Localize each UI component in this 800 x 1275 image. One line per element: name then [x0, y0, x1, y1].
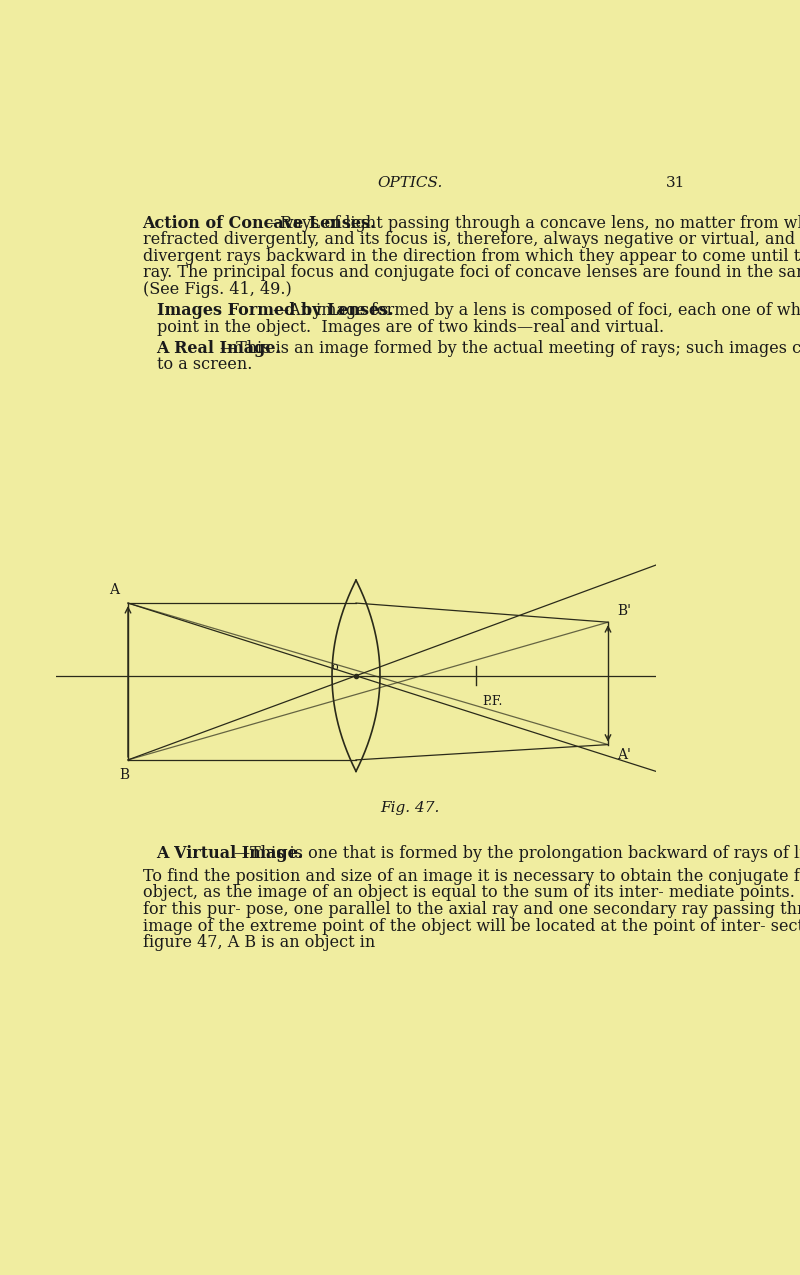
Text: A Virtual Image.: A Virtual Image.	[157, 845, 304, 862]
Text: A: A	[109, 584, 119, 597]
Text: ray. The principal focus and conjugate foci of concave lenses are found in the s: ray. The principal focus and conjugate f…	[142, 264, 800, 282]
Text: B: B	[119, 768, 129, 782]
Text: —This is an image formed by the actual meeting of rays; such images can always b: —This is an image formed by the actual m…	[220, 339, 800, 357]
Text: Action of Concave Lenses.: Action of Concave Lenses.	[142, 214, 376, 232]
Text: B': B'	[617, 604, 631, 618]
Text: point in the object.  Images are of two kinds—real and virtual.: point in the object. Images are of two k…	[157, 319, 664, 335]
Text: A Real Image.: A Real Image.	[157, 339, 282, 357]
Text: To find the position and size of an image it is necessary to obtain the conjugat: To find the position and size of an imag…	[142, 868, 800, 885]
Text: divergent rays backward in the direction from which they appear to come until th: divergent rays backward in the direction…	[142, 247, 800, 265]
Text: OPTICS.: OPTICS.	[378, 176, 442, 190]
Text: —An image formed by a lens is composed of foci, each one of which corresponds to: —An image formed by a lens is composed o…	[274, 302, 800, 319]
Text: for this pur- pose, one parallel to the axial ray and one secondary ray passing : for this pur- pose, one parallel to the …	[142, 901, 800, 918]
Text: 31: 31	[666, 176, 685, 190]
Text: —This is one that is formed by the prolongation backward of rays of light to a p: —This is one that is formed by the prolo…	[234, 845, 800, 862]
Text: (See Figs. 41, 49.): (See Figs. 41, 49.)	[142, 280, 291, 298]
Text: image of the extreme point of the object will be located at the point of inter- : image of the extreme point of the object…	[142, 918, 800, 935]
Text: refracted divergently, and its focus is, therefore, always negative or virtual, : refracted divergently, and its focus is,…	[142, 231, 800, 249]
Text: Fig. 47.: Fig. 47.	[380, 801, 440, 815]
Text: P.F.: P.F.	[482, 695, 502, 708]
Text: Images Formed by Lenses.: Images Formed by Lenses.	[157, 302, 394, 319]
Text: object, as the image of an object is equal to the sum of its inter- mediate poin: object, as the image of an object is equ…	[142, 885, 800, 901]
Text: to a screen.: to a screen.	[157, 356, 252, 374]
Text: figure 47, A B is an object in: figure 47, A B is an object in	[142, 935, 375, 951]
Text: o: o	[332, 662, 338, 672]
Text: A': A'	[617, 748, 631, 762]
Text: —Rays of light passing through a concave lens, no matter from what distance, are: —Rays of light passing through a concave…	[264, 214, 800, 232]
